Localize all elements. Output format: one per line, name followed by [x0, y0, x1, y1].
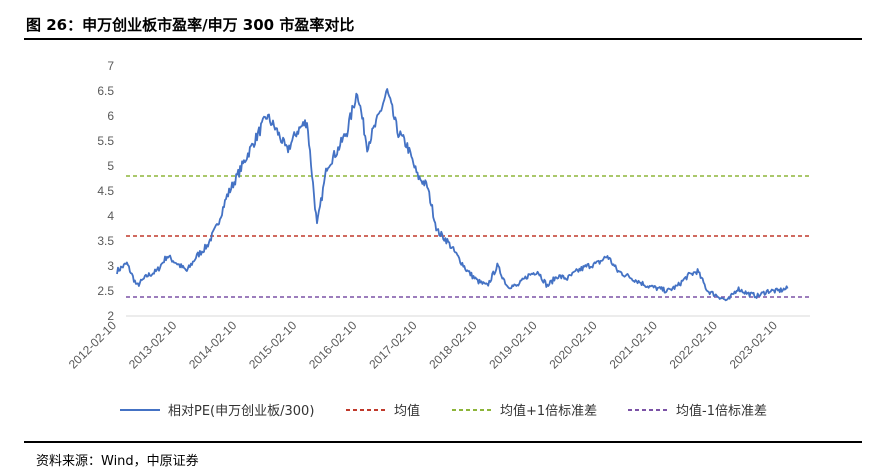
y-tick-label: 4.5	[97, 184, 114, 198]
legend-relative-pe-label: 相对PE(申万创业板/300)	[168, 404, 314, 419]
y-tick-label: 5.5	[97, 134, 114, 148]
series-group	[116, 88, 789, 302]
x-tick-label: 2023-02-10	[727, 318, 781, 372]
x-tick-label: 2021-02-10	[607, 318, 661, 372]
bottom-rule	[24, 441, 862, 443]
x-tick-label: 2014-02-10	[186, 318, 240, 372]
y-tick-label: 2.5	[97, 284, 114, 298]
y-tick-label: 4	[107, 209, 114, 223]
top-rule	[24, 38, 862, 40]
legend: 相对PE(申万创业板/300) 均值 均值+1倍标准差 均值-1倍标准差	[120, 403, 767, 419]
y-tick-label: 2	[107, 309, 114, 323]
legend-mean-minus-1sd-label: 均值-1倍标准差	[676, 403, 767, 419]
x-tick-label: 2016-02-10	[306, 318, 360, 372]
relative-pe-line	[116, 88, 789, 302]
x-tick-label: 2018-02-10	[426, 318, 480, 372]
x-tick-label: 2017-02-10	[366, 318, 420, 372]
y-tick-label: 6.5	[97, 84, 114, 98]
y-tick-label: 7	[107, 59, 114, 73]
x-tick-label: 2012-02-10	[66, 318, 120, 372]
x-tick-label: 2019-02-10	[486, 318, 540, 372]
figure-title: 图 26：申万创业板市盈率/申万 300 市盈率对比	[26, 16, 355, 34]
legend-mean-plus-1sd-label: 均值+1倍标准差	[500, 403, 597, 419]
legend-mean-label: 均值	[394, 403, 420, 419]
x-tick-label: 2013-02-10	[126, 318, 180, 372]
x-tick-label: 2015-02-10	[246, 318, 300, 372]
y-tick-label: 5	[107, 159, 114, 173]
x-tick-label: 2022-02-10	[667, 318, 721, 372]
x-tick-label: 2020-02-10	[546, 318, 600, 372]
y-tick-label: 6	[107, 109, 114, 123]
y-tick-label: 3	[107, 259, 114, 273]
y-tick-label: 3.5	[97, 234, 114, 248]
source-note: 资料来源：Wind，中原证券	[36, 454, 199, 469]
y-axis: 2 2.5 3 3.5 4 4.5 5 5.5 6 6.5 7	[97, 59, 114, 323]
x-axis: 2012-02-10 2013-02-10 2014-02-10 2015-02-10…	[66, 315, 810, 372]
